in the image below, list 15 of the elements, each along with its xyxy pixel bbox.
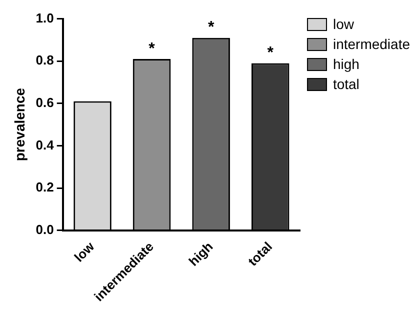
y-tick-label: 1.0 (36, 10, 54, 26)
y-tick-label: 0.0 (36, 222, 54, 237)
annotation: * (267, 44, 274, 62)
y-axis-title: prevalence (11, 88, 28, 162)
x-tick-label: low (71, 238, 98, 265)
y-tick-label: 0.8 (36, 52, 54, 68)
annotation: * (148, 40, 156, 58)
annotation: * (208, 19, 215, 36)
y-tick-label: 0.2 (36, 180, 54, 195)
legend-label: total (332, 76, 360, 92)
legend-label: low (332, 16, 354, 32)
y-tick-label: 0.6 (36, 94, 54, 110)
legend-label: high (332, 56, 360, 72)
y-tick-label: 0.4 (36, 137, 55, 152)
legend-label: intermediate (332, 36, 410, 52)
